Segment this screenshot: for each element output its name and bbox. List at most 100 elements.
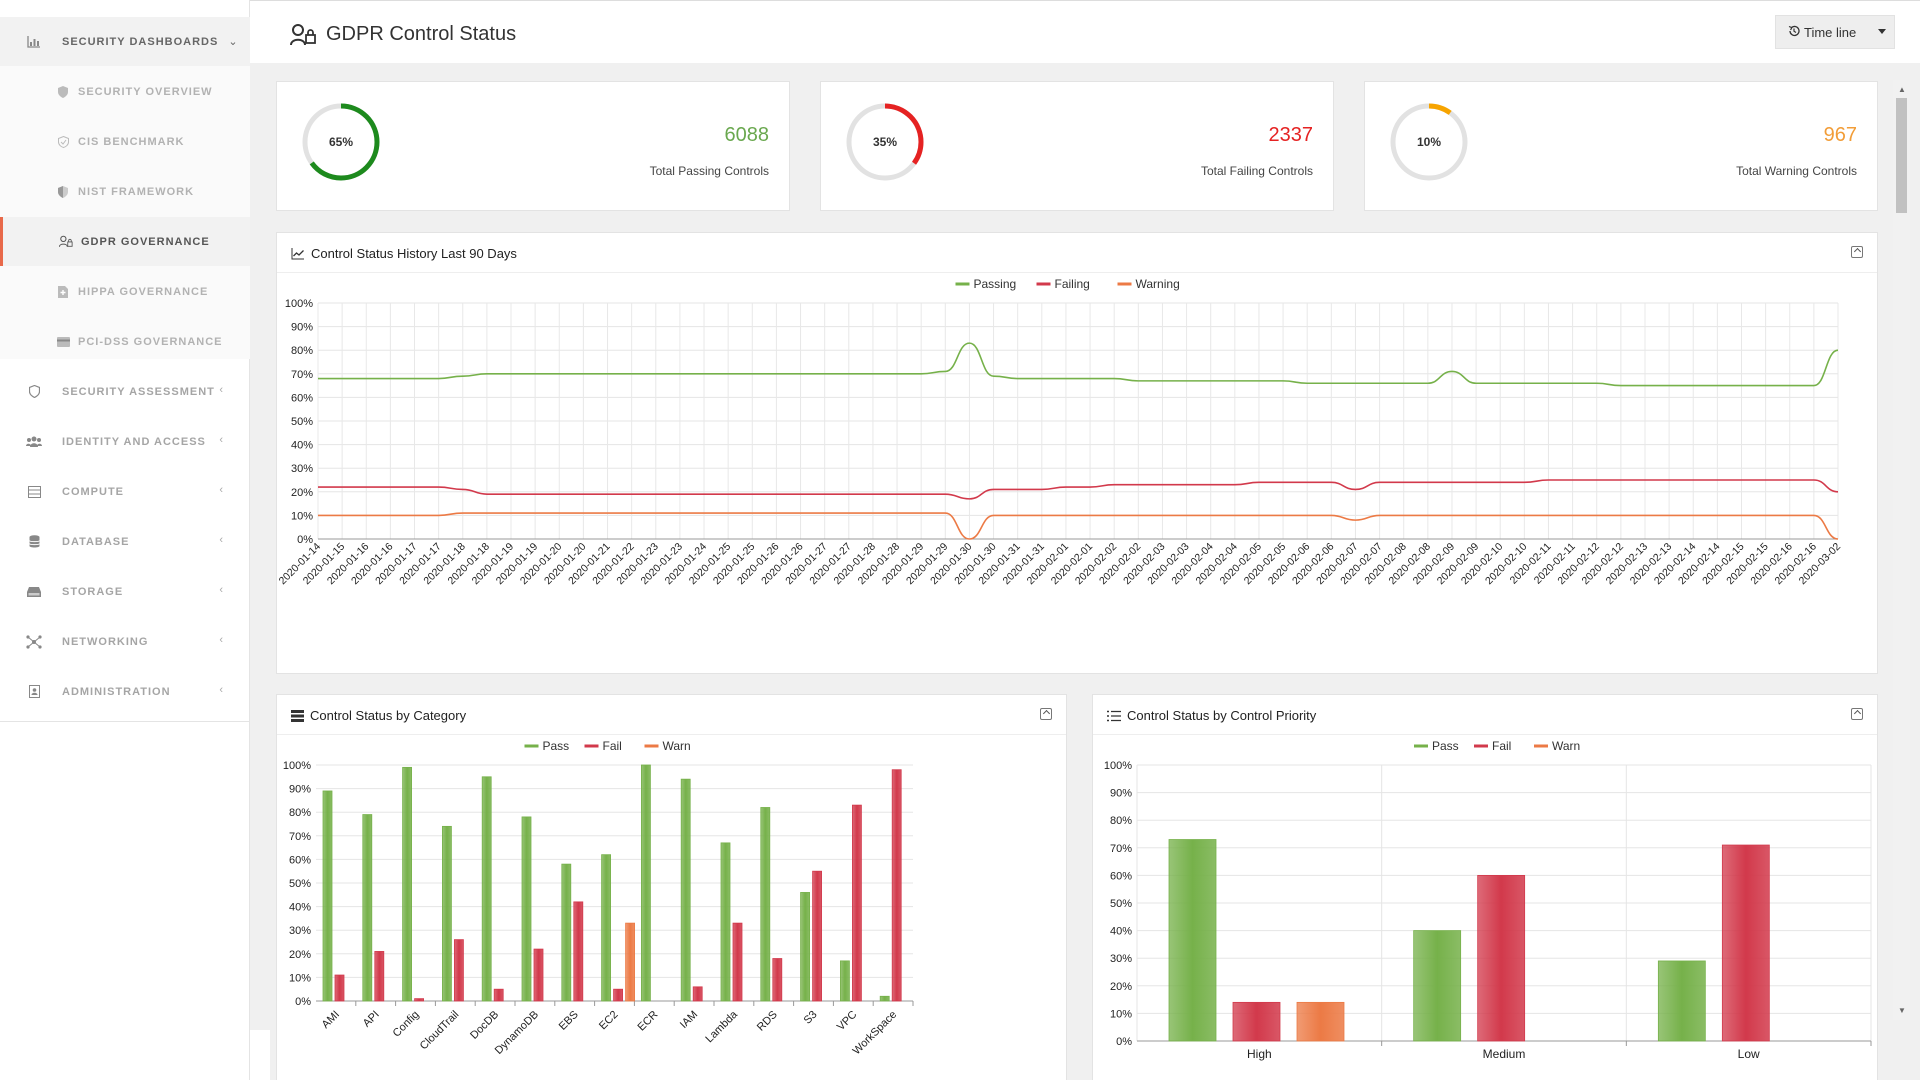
sidebar-item-cis-benchmark[interactable]: CIS BENCHMARK: [0, 117, 250, 166]
kpi-label: Total Passing Controls: [649, 164, 769, 178]
sidebar-item-label: HIPPA GOVERNANCE: [78, 285, 209, 298]
shield-check-icon: [56, 135, 70, 149]
priority-chart: Pass Fail Warn 0% 10% 20% 30% 40% 50% 60% 70% 80% 90…: [1104, 739, 1872, 1061]
database-icon: [24, 532, 44, 552]
bar-pass: [840, 960, 850, 1002]
bar-pass: [402, 766, 412, 1002]
category-chart: Pass Fail Warn 0% 10% 20% 30% 40% 50% 60% 70% 80% 90…: [283, 739, 914, 1057]
series-line-warning: [317, 512, 1839, 540]
sidebar-item-pci-dss-governance[interactable]: PCI-DSS GOVERNANCE: [0, 317, 250, 366]
y-tick-label: 20%: [1110, 981, 1132, 993]
bar-fail: [414, 998, 425, 1002]
y-tick-label: 0%: [297, 534, 313, 546]
shield-outline-icon: [24, 382, 44, 402]
scroll-thumb[interactable]: [1896, 98, 1907, 213]
user-lock-icon: [59, 235, 73, 249]
y-tick-label: 80%: [1110, 815, 1132, 827]
sidebar-item-compute[interactable]: COMPUTE ‹: [0, 467, 250, 516]
server-icon: [24, 482, 44, 502]
kpi-value: 6088: [724, 124, 770, 146]
y-tick-label: 100%: [283, 760, 311, 772]
sidebar-item-label: COMPUTE: [62, 485, 124, 498]
sidebar-item-networking[interactable]: NETWORKING ‹: [0, 617, 250, 666]
y-tick-label: 0%: [295, 996, 311, 1008]
history-panel: Control Status History Last 90 Days Pass…: [276, 232, 1878, 674]
scroll-up-arrow-icon[interactable]: ▲: [1898, 85, 1906, 94]
shield-half-icon: [56, 185, 70, 199]
y-tick-label: 60%: [291, 392, 313, 404]
page-scrollbar[interactable]: ▲ ▼: [1893, 80, 1910, 1020]
medical-file-icon: [56, 285, 70, 299]
bar-fail: [812, 870, 822, 1002]
sidebar-item-nist-framework[interactable]: NIST FRAMEWORK: [0, 167, 250, 216]
y-tick-label: 70%: [1110, 843, 1132, 855]
sidebar-item-label: IDENTITY AND ACCESS: [62, 435, 206, 448]
bar-pass: [1168, 839, 1217, 1042]
sidebar-item-security-overview[interactable]: SECURITY OVERVIEW: [0, 67, 250, 116]
bar-chart-icon: [24, 32, 44, 52]
x-tick-label: CloudTrail: [418, 1009, 462, 1053]
sidebar-bottom-filler: [250, 1030, 270, 1080]
kpi-label: Total Warning Controls: [1736, 164, 1857, 178]
bar-fail: [493, 988, 504, 1002]
bar-fail: [533, 948, 544, 1002]
sidebar-item-storage[interactable]: STORAGE ‹: [0, 567, 250, 616]
panel-title: Control Status by Category: [291, 708, 466, 723]
sidebar-item-database[interactable]: DATABASE ‹: [0, 517, 250, 566]
sidebar-item-security-dashboards[interactable]: SECURITY DASHBOARDS ⌄: [0, 17, 250, 66]
expand-panel-button[interactable]: [1851, 246, 1863, 258]
list-bars-icon: [291, 709, 304, 722]
sidebar-item-security-assessment[interactable]: SECURITY ASSESSMENT ‹: [0, 367, 250, 416]
bar-pass: [1657, 960, 1706, 1042]
y-tick-label: 100%: [285, 298, 313, 310]
x-tick-label: Medium: [1483, 1047, 1526, 1061]
kpi-value: 967: [1823, 124, 1857, 146]
sidebar-item-label: SECURITY OVERVIEW: [78, 85, 213, 98]
y-tick-label: 0%: [1116, 1036, 1132, 1048]
bar-pass: [521, 816, 532, 1002]
legend-label: Warning: [1136, 277, 1180, 291]
chevron-left-icon: ‹: [219, 384, 224, 396]
y-tick-label: 90%: [1110, 788, 1132, 800]
bar-fail: [334, 974, 345, 1002]
kpi-card-warning: 10% 967 Total Warning Controls: [1364, 81, 1878, 211]
kpi-card-failing: 35% 2337 Total Failing Controls: [820, 81, 1334, 211]
network-icon: [24, 632, 44, 652]
line-chart-icon: [291, 247, 304, 259]
expand-panel-button[interactable]: [1040, 708, 1052, 720]
history-icon: [1788, 25, 1800, 40]
bar-pass: [1413, 930, 1462, 1042]
y-tick-label: 100%: [1104, 760, 1132, 772]
legend-label: Fail: [603, 739, 622, 753]
legend-label: Warn: [1552, 739, 1580, 753]
bar-warn: [625, 922, 636, 1002]
sidebar-item-administration[interactable]: ADMINISTRATION ‹: [0, 667, 250, 716]
expand-panel-button[interactable]: [1851, 708, 1863, 720]
y-tick-label: 20%: [291, 487, 313, 499]
legend-label: Fail: [1492, 739, 1511, 753]
sidebar-item-identity-and-access[interactable]: IDENTITY AND ACCESS ‹: [0, 417, 250, 466]
y-tick-label: 50%: [1110, 898, 1132, 910]
panel-header: Control Status by Control Priority: [1093, 695, 1877, 735]
sidebar-item-label: SECURITY DASHBOARDS: [62, 35, 219, 48]
x-tick-label: VPC: [835, 1009, 860, 1034]
bar-fail: [1232, 1001, 1281, 1042]
sidebar-item-label: SECURITY ASSESSMENT: [62, 385, 215, 398]
scroll-down-arrow-icon[interactable]: ▼: [1898, 1006, 1906, 1015]
y-tick-label: 10%: [289, 972, 311, 984]
chevron-left-icon: ‹: [219, 684, 224, 696]
y-tick-label: 40%: [1110, 926, 1132, 938]
y-tick-label: 30%: [1110, 953, 1132, 965]
timeline-dropdown-button[interactable]: Time line: [1775, 15, 1895, 49]
sidebar-item-gdpr-governance[interactable]: GDPR GOVERNANCE: [0, 217, 250, 266]
gauge-percent: 65%: [329, 135, 353, 149]
sidebar-item-hippa-governance[interactable]: HIPPA GOVERNANCE: [0, 267, 250, 316]
y-tick-label: 90%: [289, 784, 311, 796]
y-tick-label: 40%: [291, 440, 313, 452]
y-tick-label: 30%: [291, 463, 313, 475]
legend-label: Pass: [543, 739, 570, 753]
caret-down-icon[interactable]: [1878, 29, 1886, 34]
hdd-icon: [24, 582, 44, 602]
chevron-left-icon: ‹: [219, 484, 224, 496]
y-tick-label: 80%: [289, 807, 311, 819]
